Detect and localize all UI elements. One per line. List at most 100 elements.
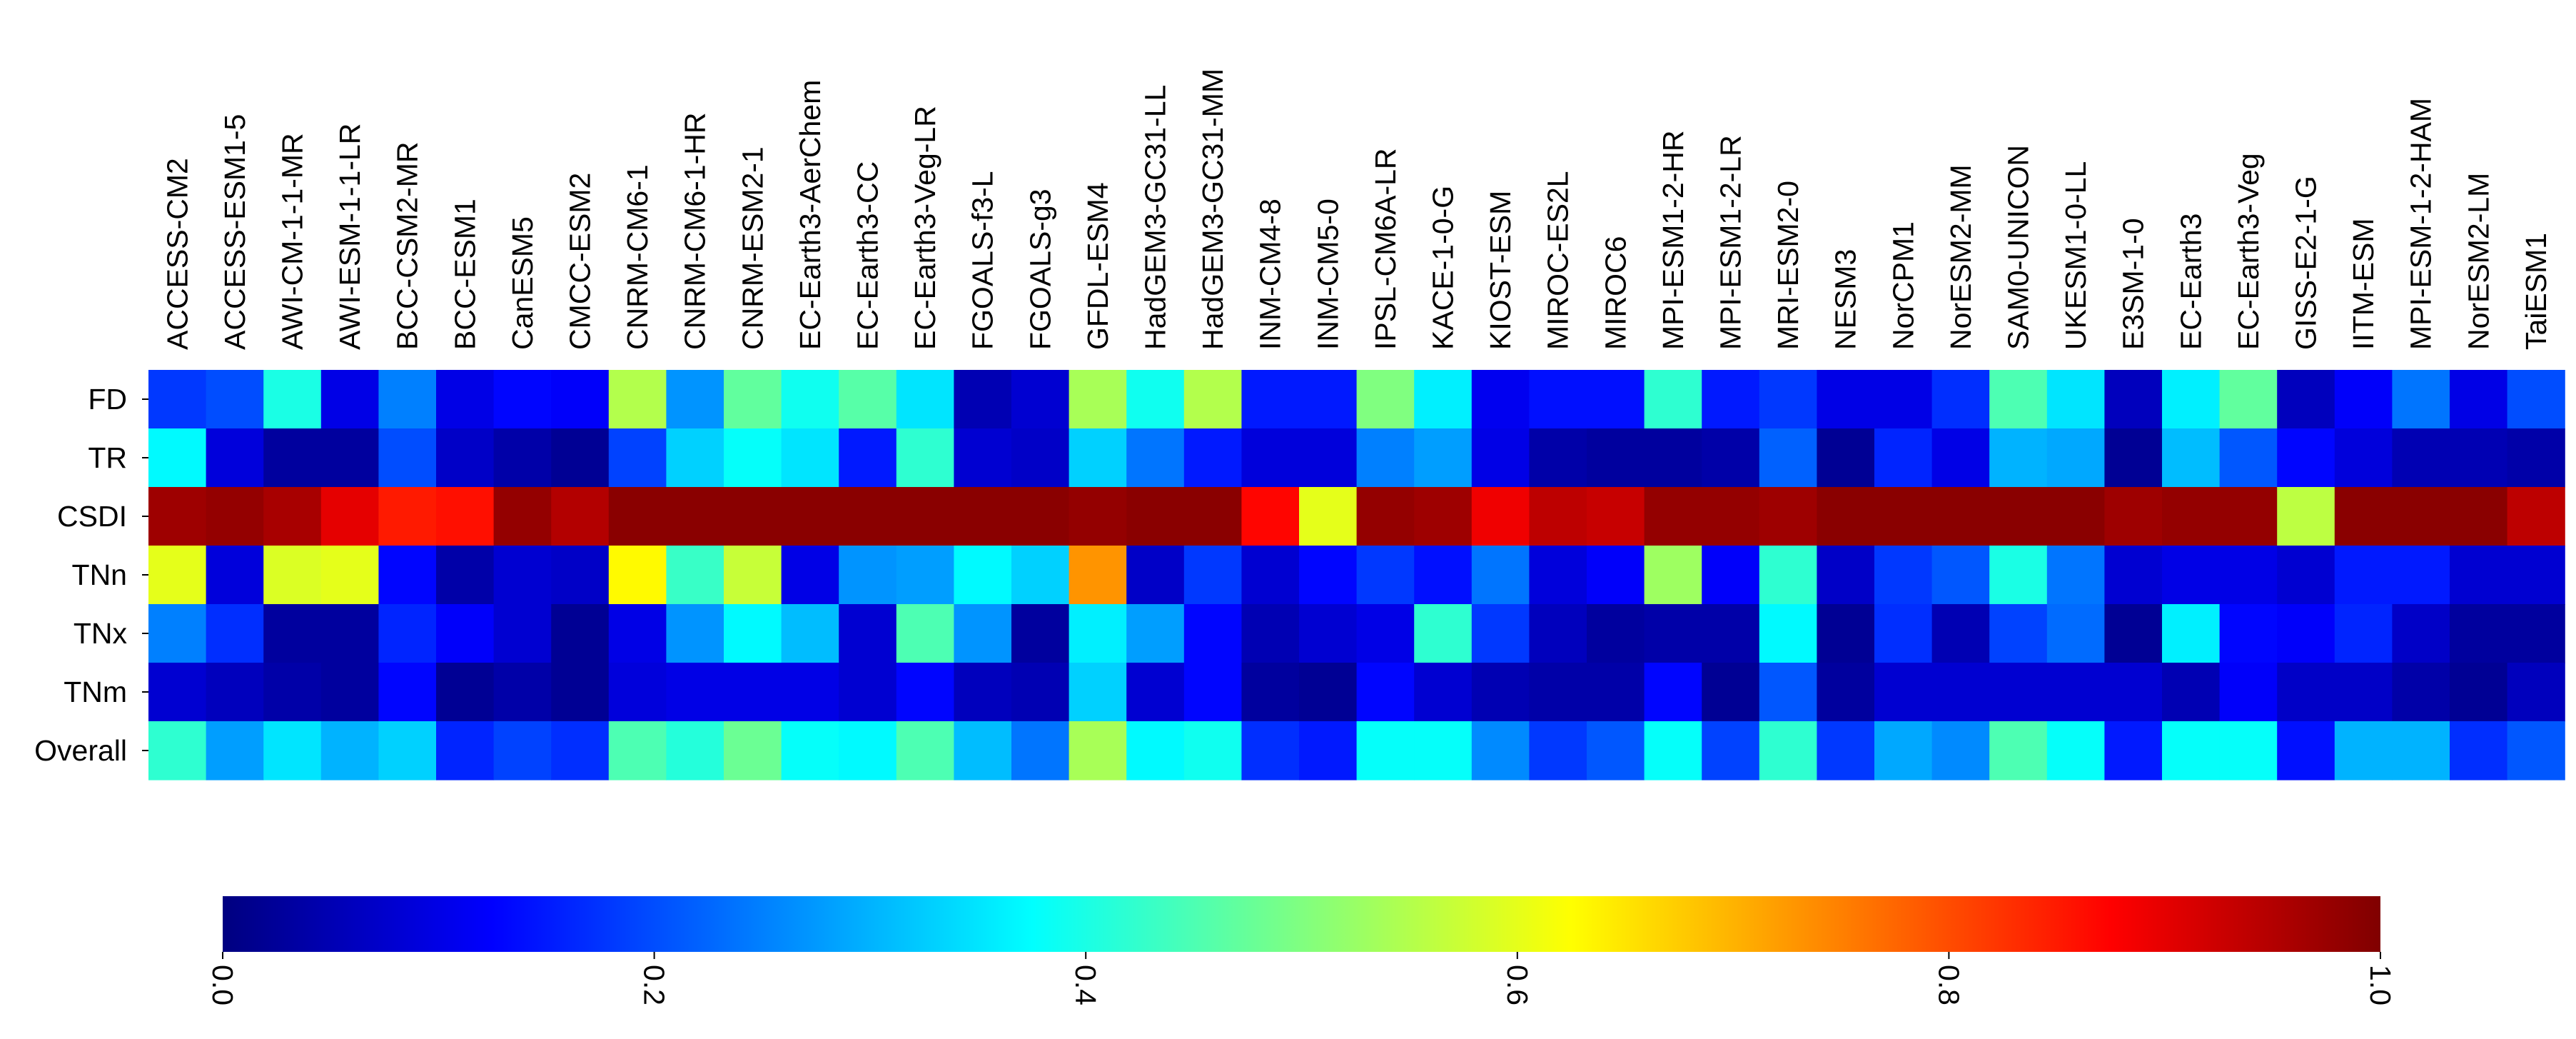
column-label: GFDL-ESM4 [1081,182,1114,350]
heatmap-cell [1011,370,1070,429]
column-label: MRI-ESM2-0 [1772,181,1804,350]
heatmap-cell [1414,663,1473,722]
heatmap-cell [2162,663,2221,722]
heatmap-cell [2507,663,2565,722]
heatmap-cell [1931,604,1990,663]
heatmap-cell [1183,546,1242,605]
heatmap-cell [1126,546,1185,605]
heatmap-cell [320,663,379,722]
heatmap-cell [896,663,954,722]
heatmap-cell [896,604,954,663]
heatmap-cell [666,721,724,780]
heatmap-cell [839,370,897,429]
heatmap-cell [436,604,495,663]
heatmap-cell [781,663,839,722]
heatmap-cell [2334,721,2393,780]
heatmap-cell [666,546,724,605]
heatmap-cell [2392,721,2450,780]
heatmap-cell [1414,487,1473,546]
row-label: CSDI [57,500,127,533]
heatmap-cell [1126,663,1185,722]
heatmap-cell [1587,546,1645,605]
heatmap-cell [1931,663,1990,722]
heatmap-cell [1989,546,2048,605]
colorbar-tick-label: 0.2 [638,965,671,1005]
heatmap-cell [2450,487,2508,546]
row-label: TR [88,441,127,474]
column-label: EC-Earth3-Veg [2232,153,2265,350]
heatmap-cell [2046,428,2105,488]
heatmap-cell [1874,604,1933,663]
colorbar-tick-label: 0.0 [206,965,239,1005]
heatmap-cell [839,663,897,722]
column-label: BCC-ESM1 [448,199,481,350]
heatmap-cell [263,487,322,546]
colorbar-tick-label: 0.6 [1501,965,1534,1005]
heatmap-cell [2219,663,2278,722]
heatmap-cell [1644,487,1702,546]
heatmap-cell [1241,546,1300,605]
heatmap-cell [781,721,839,780]
heatmap-cell [608,721,667,780]
heatmap-cell [1874,428,1933,488]
heatmap-cell [378,428,437,488]
heatmap-cell [2104,428,2163,488]
heatmap-cell [2277,428,2335,488]
heatmap-cell [1011,604,1070,663]
column-label: TaiESM1 [2520,233,2552,350]
heatmap-cell [493,428,552,488]
heatmap-cell [2219,428,2278,488]
heatmap-cell [896,428,954,488]
heatmap-cell [1471,428,1530,488]
heatmap-cell [1989,721,2048,780]
heatmap-cell [1644,663,1702,722]
heatmap-cell [1989,663,2048,722]
heatmap-cell [2450,721,2508,780]
heatmap-cell [724,721,782,780]
heatmap-cell [551,663,610,722]
heatmap-cell [1356,546,1415,605]
heatmap-cell [2450,428,2508,488]
heatmap-cell [1183,487,1242,546]
heatmap-cell [1241,604,1300,663]
column-label: BCC-CSM2-MR [391,141,424,350]
heatmap-cell [1587,428,1645,488]
heatmap-cell [781,370,839,429]
heatmap-cell [1069,370,1127,429]
heatmap-cell [1529,487,1587,546]
heatmap-cell [2219,721,2278,780]
column-label: MPI-ESM-1-2-HAM [2405,98,2438,350]
heatmap-cell [1356,370,1415,429]
heatmap-cell [724,546,782,605]
heatmap-cell [1702,663,1760,722]
column-label: EC-Earth3-CC [852,161,884,350]
heatmap-cell [1529,428,1587,488]
heatmap-cell [666,428,724,488]
heatmap-cell [148,487,207,546]
heatmap-cell [1759,663,1817,722]
heatmap-cell [1299,487,1358,546]
column-label: ACCESS-CM2 [161,158,193,350]
heatmap-cell [1644,721,1702,780]
heatmap-cell [2450,546,2508,605]
heatmap-cell [1702,370,1760,429]
heatmap-cell [1183,370,1242,429]
heatmap-cell [896,487,954,546]
heatmap-cell [493,546,552,605]
column-label: E3SM-1-0 [2117,218,2150,350]
heatmap-cell [781,428,839,488]
heatmap-cell [2334,663,2393,722]
heatmap-cell [1414,604,1473,663]
column-label: KIOST-ESM [1484,191,1517,350]
heatmap-cell [436,546,495,605]
heatmap-cell [1644,604,1702,663]
heatmap-cell [1759,428,1817,488]
heatmap-cell [148,546,207,605]
column-label: KACE-1-0-G [1427,186,1460,350]
column-label: INM-CM4-8 [1254,199,1287,350]
heatmap-cell [1759,370,1817,429]
heatmap-cell [320,721,379,780]
heatmap-cell [148,721,207,780]
heatmap-cell [1471,604,1530,663]
heatmap-cell [436,487,495,546]
